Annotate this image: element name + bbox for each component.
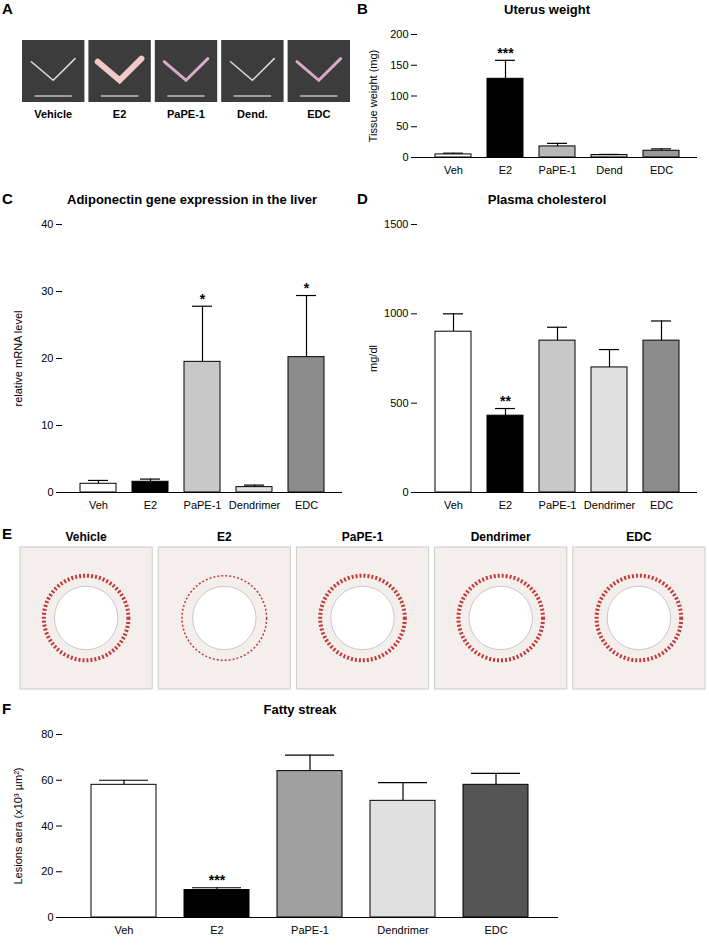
svg-text:EDC: EDC: [307, 108, 330, 120]
svg-text:Lesions aera (x10³ µm²): Lesions aera (x10³ µm²): [12, 768, 24, 885]
svg-text:40: 40: [41, 218, 53, 230]
html-text:C: C: [2, 190, 13, 207]
svg-text:*: *: [304, 280, 310, 296]
svg-text:20: 20: [41, 865, 53, 877]
svg-text:500: 500: [390, 397, 408, 409]
html-text:Fatty streak: Fatty streak: [263, 702, 337, 717]
svg-text:E2: E2: [144, 499, 157, 511]
svg-text:0: 0: [47, 911, 53, 923]
html-text:F: F: [2, 700, 12, 717]
svg-text:60: 60: [41, 774, 53, 786]
svg-text:E2: E2: [113, 108, 126, 120]
svg-text:Dend: Dend: [596, 164, 622, 176]
svg-text:100: 100: [390, 90, 408, 102]
svg-text:Veh: Veh: [115, 924, 134, 936]
html-text:B: B: [357, 0, 368, 17]
svg-text:Dendrimer: Dendrimer: [229, 499, 281, 511]
svg-text:0: 0: [402, 486, 408, 498]
svg-text:0: 0: [402, 151, 408, 163]
html-text:Adiponectin gene expression in: Adiponectin gene expression in the liver: [67, 192, 317, 207]
svg-text:E2: E2: [499, 164, 512, 176]
svg-text:1500: 1500: [384, 218, 408, 230]
html-text:A: A: [2, 0, 13, 17]
svg-text:200: 200: [390, 28, 408, 40]
svg-text:20: 20: [41, 352, 53, 364]
svg-text:PaPE-1: PaPE-1: [539, 164, 577, 176]
svg-text:PaPE-1: PaPE-1: [291, 924, 329, 936]
svg-text:PaPE-1: PaPE-1: [539, 499, 577, 511]
svg-text:E2: E2: [210, 924, 223, 936]
svg-text:PaPE-1: PaPE-1: [167, 108, 205, 120]
svg-text:*: *: [200, 291, 206, 307]
svg-text:EDC: EDC: [484, 924, 507, 936]
svg-text:E2: E2: [499, 499, 512, 511]
svg-text:Vehicle: Vehicle: [34, 108, 72, 120]
svg-text:Dend.: Dend.: [237, 108, 268, 120]
svg-text:EDC: EDC: [295, 499, 318, 511]
svg-text:Dendrimer: Dendrimer: [377, 924, 429, 936]
svg-text:E2: E2: [217, 530, 232, 544]
svg-text:Veh: Veh: [444, 164, 463, 176]
svg-text:80: 80: [41, 728, 53, 740]
svg-text:***: ***: [497, 45, 514, 61]
svg-text:10: 10: [41, 419, 53, 431]
svg-text:Dendrimer: Dendrimer: [584, 499, 636, 511]
svg-text:1000: 1000: [384, 307, 408, 319]
svg-text:PaPE-1: PaPE-1: [342, 530, 384, 544]
svg-text:**: **: [500, 393, 511, 409]
svg-text:EDC: EDC: [626, 530, 652, 544]
svg-text:Vehicle: Vehicle: [65, 530, 107, 544]
svg-text:EDC: EDC: [650, 499, 673, 511]
html-text:D: D: [357, 190, 368, 207]
html-text:Plasma cholesterol: Plasma cholesterol: [487, 192, 607, 207]
svg-text:50: 50: [396, 120, 408, 132]
svg-text:Veh: Veh: [89, 499, 108, 511]
svg-text:***: ***: [209, 872, 226, 888]
svg-text:0: 0: [47, 486, 53, 498]
svg-text:mg/dl: mg/dl: [367, 345, 379, 372]
svg-text:30: 30: [41, 285, 53, 297]
svg-text:EDC: EDC: [650, 164, 673, 176]
svg-text:Veh: Veh: [444, 499, 463, 511]
html-text:Uterus weight: Uterus weight: [504, 2, 590, 17]
svg-text:PaPE-1: PaPE-1: [184, 499, 222, 511]
svg-text:relative mRNA level: relative mRNA level: [12, 311, 24, 407]
html-text:E: E: [2, 525, 12, 542]
svg-text:Dendrimer: Dendrimer: [471, 530, 531, 544]
svg-text:40: 40: [41, 820, 53, 832]
svg-text:Tissue weight (mg): Tissue weight (mg): [367, 50, 379, 143]
svg-text:150: 150: [390, 59, 408, 71]
